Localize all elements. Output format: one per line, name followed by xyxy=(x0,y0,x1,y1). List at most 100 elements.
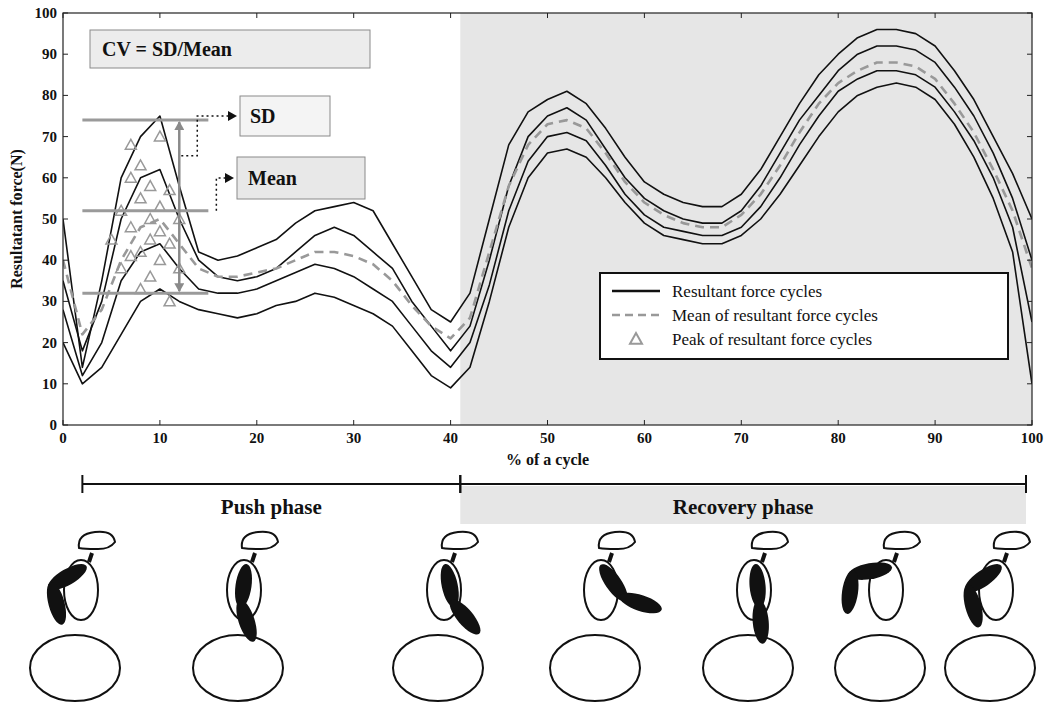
x-tick-label: 40 xyxy=(443,430,458,446)
neck xyxy=(252,553,255,562)
x-tick-label: 20 xyxy=(249,430,264,446)
peak-marker xyxy=(125,172,136,182)
recovery-shade xyxy=(460,13,1032,425)
x-tick xyxy=(838,420,839,425)
sd-lower-line xyxy=(82,292,208,295)
y-tick xyxy=(1027,136,1032,137)
peak-marker xyxy=(135,246,146,256)
y-tick xyxy=(1027,177,1032,178)
mean-value-line xyxy=(82,209,208,212)
x-tick xyxy=(935,13,936,18)
x-tick xyxy=(547,420,548,425)
head xyxy=(994,532,1030,549)
phase-bracket: Recovery phase xyxy=(460,475,1026,519)
phase-end xyxy=(1025,475,1027,493)
phase-label: Push phase xyxy=(221,495,322,519)
legend-swatch xyxy=(612,314,660,316)
mean-box xyxy=(237,157,365,199)
legend-label: Peak of resultant force cycles xyxy=(672,330,872,349)
stroke-pictogram xyxy=(393,532,485,701)
wheel xyxy=(550,635,640,701)
neck xyxy=(894,553,897,562)
y-tick xyxy=(1027,342,1032,343)
y-tick-label: 100 xyxy=(35,5,58,21)
y-tick-label: 40 xyxy=(42,252,57,268)
peak-marker xyxy=(145,271,156,281)
legend-label: Mean of resultant force cycles xyxy=(672,306,878,325)
y-tick xyxy=(1027,425,1032,426)
sd-connector xyxy=(181,116,236,156)
y-tick-label: 80 xyxy=(42,87,57,103)
y-tick xyxy=(63,219,68,220)
peak-marker xyxy=(125,222,136,232)
arm-segment xyxy=(43,580,70,627)
x-tick xyxy=(63,13,64,18)
x-tick-label: 30 xyxy=(346,430,361,446)
x-tick xyxy=(256,420,257,425)
head xyxy=(884,532,920,549)
stroke-pictogram xyxy=(835,532,925,701)
plot-data xyxy=(63,29,1032,387)
x-tick xyxy=(741,420,742,425)
wheel xyxy=(393,635,483,701)
formula-box xyxy=(90,30,370,68)
y-tick xyxy=(63,342,68,343)
x-tick xyxy=(450,13,451,18)
y-axis-label: Resultatant force(N) xyxy=(8,149,26,289)
x-axis-label: % of a cycle xyxy=(506,451,589,469)
x-tick xyxy=(644,420,645,425)
x-tick-label: 60 xyxy=(637,430,652,446)
head xyxy=(442,532,478,549)
phase-label: Recovery phase xyxy=(673,495,814,519)
x-tick-label: 90 xyxy=(928,430,943,446)
y-tick xyxy=(63,260,68,261)
x-tick xyxy=(1032,13,1033,18)
cycle-line xyxy=(63,83,1032,388)
y-tick xyxy=(63,95,68,96)
sd-text: SD xyxy=(250,105,276,127)
stroke-pictogram xyxy=(703,532,793,701)
y-tick xyxy=(63,383,68,384)
wheel xyxy=(30,635,120,701)
plot-frame xyxy=(63,13,1032,425)
phase-end xyxy=(459,475,461,493)
peak-marker xyxy=(145,181,156,191)
x-tick xyxy=(1032,420,1033,425)
y-tick xyxy=(63,13,68,14)
wheel xyxy=(703,635,793,701)
wheel xyxy=(945,635,1035,701)
sd-arrow xyxy=(178,122,181,291)
x-tick xyxy=(159,13,160,18)
wheel xyxy=(835,635,925,701)
x-tick-label: 100 xyxy=(1021,430,1044,446)
x-tick xyxy=(935,420,936,425)
phase-line xyxy=(460,483,1026,485)
y-tick xyxy=(1027,13,1032,14)
peak-marker xyxy=(154,226,165,236)
peak-marker xyxy=(116,263,127,273)
x-tick-label: 0 xyxy=(59,430,67,446)
x-tick xyxy=(547,13,548,18)
arm-segment xyxy=(617,589,664,618)
chart: 0102030405060708090100010203040506070809… xyxy=(0,0,1050,723)
peak-marker xyxy=(154,131,165,141)
sd-box xyxy=(240,96,330,136)
x-tick xyxy=(353,13,354,18)
phase-end xyxy=(459,475,461,493)
arm-segment xyxy=(445,595,486,639)
y-tick xyxy=(1027,95,1032,96)
peak-marker xyxy=(135,193,146,203)
x-tick xyxy=(353,420,354,425)
peak-marker xyxy=(125,139,136,149)
arm-segment xyxy=(751,599,771,644)
peak-marker xyxy=(164,185,175,195)
phase-end xyxy=(81,475,83,493)
peak-marker xyxy=(164,238,175,248)
y-tick-label: 60 xyxy=(42,170,57,186)
y-tick-label: 70 xyxy=(42,129,57,145)
head xyxy=(242,532,278,549)
y-tick-label: 20 xyxy=(42,335,57,351)
peak-marker xyxy=(154,255,165,265)
y-tick xyxy=(1027,301,1032,302)
neck xyxy=(609,553,612,562)
